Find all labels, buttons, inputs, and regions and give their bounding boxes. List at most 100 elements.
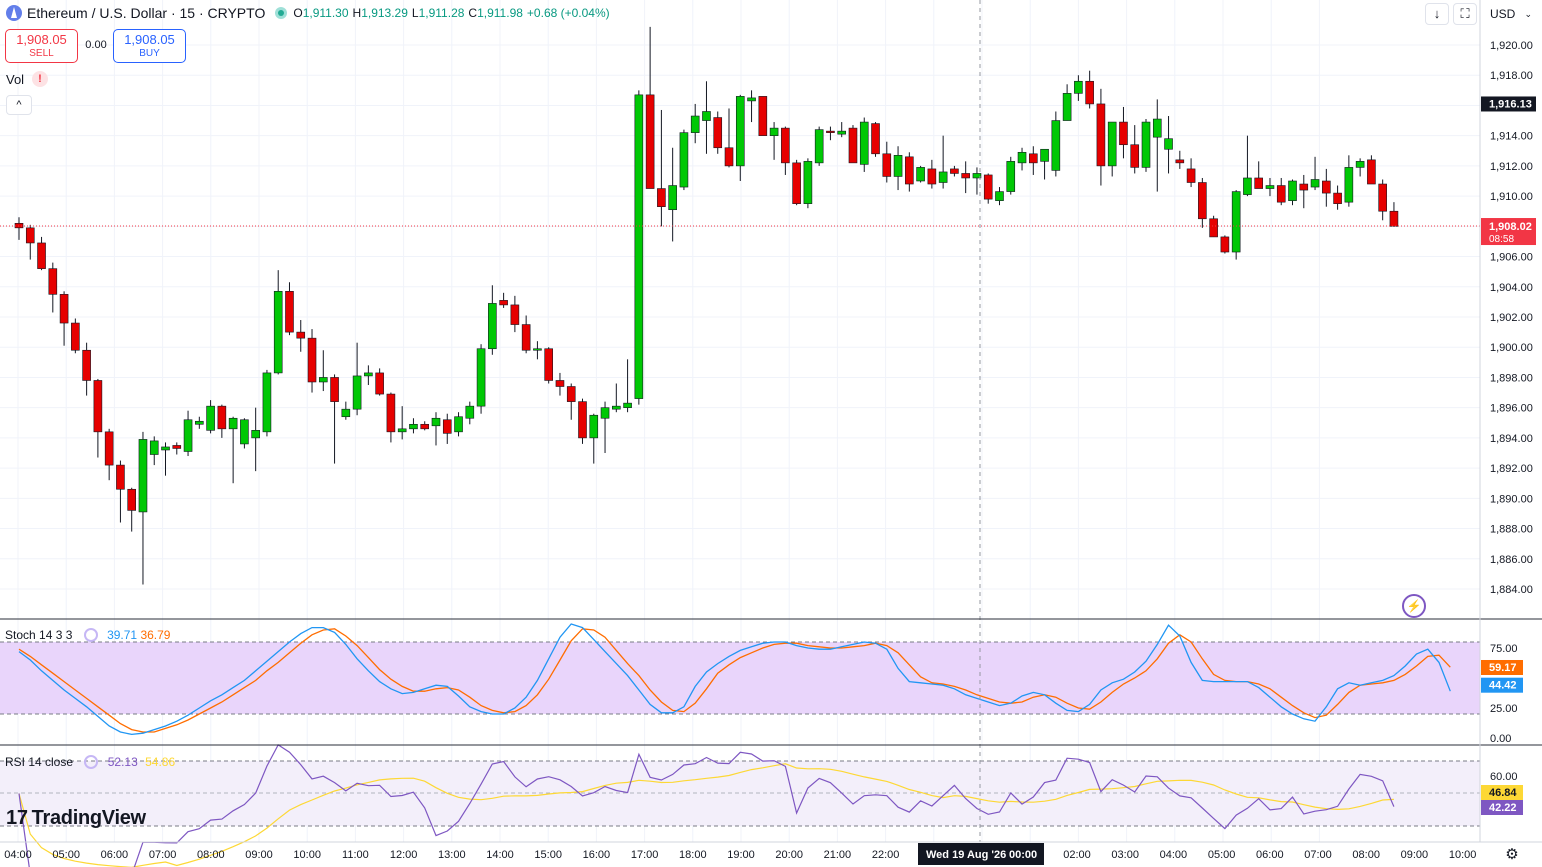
candle-body [882, 153, 892, 177]
time-tick-label: 03:00 [1111, 849, 1139, 861]
candle-body [1265, 185, 1275, 189]
time-tick-label: 16:00 [583, 849, 611, 861]
candle-body [499, 300, 508, 306]
spread-value: 0.00 [85, 39, 107, 51]
candle-body [1209, 218, 1218, 238]
candle-body [386, 393, 396, 433]
candle-body [544, 348, 553, 381]
currency-selector[interactable]: USD ⌄ [1484, 2, 1538, 26]
candle-body [285, 291, 294, 333]
candle-body [837, 130, 847, 135]
time-tick-label: 22:00 [872, 849, 900, 861]
stoch-legend[interactable]: Stoch 14 3 3 39.71 36.79 [5, 628, 170, 642]
price-tick-label: 1,896.00 [1490, 403, 1533, 415]
settings-icon[interactable]: ⚙ [1505, 846, 1519, 863]
candle-body [476, 348, 486, 407]
candle-body [950, 168, 959, 174]
stoch-k-line [18, 623, 1451, 736]
stoch-overbought-band [0, 642, 1480, 714]
stoch-k-axis-label: 44.42 [1489, 680, 1517, 692]
flash-icon[interactable]: ⚡ [1402, 594, 1426, 618]
candle-body [826, 130, 835, 133]
time-tick-label: 05:00 [1208, 849, 1236, 861]
candle-body [905, 156, 914, 185]
buy-label: BUY [139, 48, 160, 59]
candle-body [1220, 236, 1230, 253]
candle-body [318, 377, 328, 383]
candle-body [1119, 121, 1128, 146]
fullscreen-button[interactable]: ⛶ [1453, 3, 1477, 25]
rsi-value-box [1481, 800, 1523, 815]
time-tick-label: 14:00 [486, 849, 514, 861]
stoch-band [0, 641, 1480, 715]
candle-body [82, 349, 91, 381]
stoch-tick-label: 0.00 [1490, 733, 1511, 745]
candle-body [240, 419, 249, 445]
ohlc-open: O1,911.30 [293, 6, 348, 20]
candle-body [420, 423, 430, 430]
open-label: O [293, 6, 303, 20]
candle-body [206, 405, 215, 431]
crosshair [0, 0, 1480, 842]
indicator-settings-icon[interactable] [84, 755, 99, 769]
time-tick-label: 09:00 [1401, 849, 1429, 861]
low-label: L [411, 6, 419, 20]
candle-body [1107, 121, 1117, 167]
candle-body [1051, 120, 1061, 171]
price-tick-label: 1,920.00 [1490, 40, 1533, 52]
candle-body [566, 386, 576, 402]
stoch-d-line [18, 628, 1451, 733]
price-tick-label: 1,902.00 [1490, 312, 1533, 324]
sell-button[interactable]: 1,908.05 SELL [5, 29, 78, 63]
candle-body [803, 161, 813, 204]
candle-body [589, 414, 599, 439]
candle-body [1130, 144, 1140, 168]
close-label: C [468, 6, 478, 20]
symbol-title[interactable]: Ethereum / U.S. Dollar · 15 · CRYPTO [27, 5, 266, 21]
last-price-label: 1,908.02 [1489, 221, 1532, 233]
currency-value: USD [1490, 7, 1516, 21]
price-tick-label: 1,898.00 [1490, 372, 1533, 384]
buy-button[interactable]: 1,908.05 BUY [113, 29, 186, 63]
candle-body [724, 147, 734, 167]
candle-body [600, 407, 610, 419]
sell-price: 1,908.05 [16, 32, 67, 47]
rsi-ma-value: 54.86 [145, 755, 176, 769]
candle-body [713, 117, 723, 149]
candle-body [149, 440, 159, 455]
candle-body [1040, 148, 1049, 162]
candle-body [93, 380, 103, 433]
price-tick-label: 1,892.00 [1490, 463, 1533, 475]
collapse-button[interactable]: ^ [6, 95, 32, 115]
high-label: H [352, 6, 362, 20]
price-tick-label: 1,894.00 [1490, 433, 1533, 445]
candle-body [1389, 210, 1399, 227]
candle-body [1310, 179, 1320, 188]
candle-body [364, 372, 373, 377]
candle-body [1254, 177, 1263, 189]
candle-body [71, 322, 80, 351]
candle-body [814, 129, 824, 164]
stoch-d-box [1481, 659, 1523, 675]
crosshair-price-label: 1,916.13 [1489, 98, 1532, 110]
logo-text: TradingView [31, 807, 146, 829]
rsi-line [18, 744, 1395, 867]
warning-icon[interactable]: ! [32, 71, 48, 87]
indicator-settings-icon[interactable] [83, 628, 98, 642]
candle-body [1175, 159, 1185, 164]
tradingview-logo[interactable]: 17 TradingView [6, 807, 146, 830]
candle-body [848, 127, 858, 164]
download-button[interactable]: ↓ [1425, 3, 1449, 25]
volume-label[interactable]: Vol [6, 72, 25, 87]
rsi-legend[interactable]: RSI 14 close 52.13 54.86 [5, 755, 175, 769]
candle-body [352, 375, 362, 410]
stoch-d-value: 36.79 [140, 628, 171, 642]
candle-body [1288, 180, 1297, 201]
last-price-box [1481, 218, 1536, 246]
time-tick-label: 21:00 [824, 849, 852, 861]
close-value: 1,911.98 [477, 6, 523, 20]
time-tick-label: 10:00 [293, 849, 321, 861]
time-tick-label: 07:00 [1304, 849, 1332, 861]
